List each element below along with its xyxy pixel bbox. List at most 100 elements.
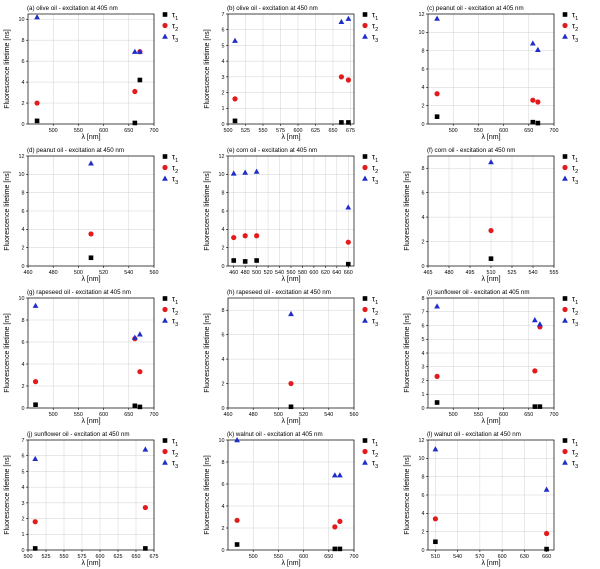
point-tau2: [332, 524, 338, 530]
point-tau3: [232, 37, 238, 43]
legend-label-tau1: τ1: [372, 437, 378, 448]
plot-frame: [427, 13, 555, 125]
point-tau2: [232, 96, 238, 102]
legend-marker-tau3: [162, 33, 168, 39]
x-tick-label: 550: [74, 412, 83, 418]
y-tick-label: 12: [19, 154, 25, 160]
point-tau1: [544, 546, 549, 552]
y-tick-label: 5: [422, 337, 425, 343]
legend-label-tau2: τ2: [572, 306, 578, 317]
y-tick-label: 2: [422, 530, 425, 536]
point-tau1: [32, 546, 38, 551]
point-tau1: [137, 404, 143, 410]
x-tick-label: 700: [550, 412, 559, 418]
point-tau3: [288, 310, 294, 317]
x-tick-label: 555: [550, 270, 559, 276]
point-tau1: [234, 542, 240, 547]
y-tick-label: 5: [222, 43, 225, 49]
x-tick-label: 500: [274, 412, 283, 418]
x-tick-label: 480: [49, 270, 58, 276]
y-tick-label: 7: [22, 438, 25, 444]
y-tick-label: 8: [422, 475, 425, 481]
x-tick-label: 540: [275, 270, 284, 276]
point-tau1: [231, 258, 237, 263]
legend-label-tau3: τ3: [172, 33, 178, 44]
x-tick-label: 520: [264, 270, 273, 276]
y-tick-label: 10: [19, 17, 25, 23]
point-tau2: [254, 233, 260, 239]
y-tick-label: 0: [422, 406, 425, 412]
y-tick-label: 2: [222, 526, 225, 532]
legend-label-tau3: τ3: [172, 459, 178, 470]
x-axis-label: λ [nm]: [81, 560, 100, 567]
y-tick-label: 0: [222, 264, 225, 270]
y-axis-label: Fluorescence lifetime [ns]: [404, 171, 411, 250]
point-tau1: [530, 119, 536, 125]
point-tau3: [253, 168, 260, 174]
y-tick-label: 7: [422, 310, 425, 316]
x-tick-label: 500: [224, 128, 233, 134]
legend-label-tau1: τ1: [572, 11, 578, 22]
y-tick-label: 0: [22, 548, 25, 554]
panel-title: (i) sunflower oil - excitation at 405 nm: [427, 289, 529, 296]
y-tick-label: 6: [222, 482, 225, 488]
x-tick-label: 520: [99, 270, 108, 276]
x-axis-label: λ [nm]: [281, 560, 300, 567]
legend-label-tau1: τ1: [172, 153, 178, 164]
point-tau2: [231, 234, 237, 241]
y-tick-label: 2: [222, 90, 225, 96]
y-tick-label: 4: [422, 85, 425, 91]
y-tick-label: 6: [22, 454, 25, 460]
x-tick-label: 540: [324, 412, 333, 418]
panel-title: (h) rapeseed oil - excitation at 450 nm: [227, 289, 331, 296]
x-tick-label: 540: [529, 270, 538, 276]
x-tick-label: 650: [124, 412, 133, 418]
x-tick-label: 650: [124, 128, 133, 134]
legend-label-tau3: τ3: [372, 175, 378, 186]
point-tau3: [543, 486, 550, 492]
x-tick-label: 650: [524, 412, 533, 418]
panel-f: 465 480 495 510 525 540 555 0 2 4 6 8 (f) corn oil -…: [404, 147, 578, 283]
point-tau2: [132, 88, 138, 95]
x-axis-label: λ [nm]: [481, 418, 500, 425]
x-tick-label: 550: [474, 128, 483, 134]
x-tick-label: 560: [350, 412, 359, 418]
y-tick-label: 6: [22, 209, 25, 215]
legend-label-tau1: τ1: [172, 437, 178, 448]
point-tau2: [535, 99, 541, 105]
x-tick-label: 575: [78, 554, 87, 560]
legend-label-tau1: τ1: [372, 153, 378, 164]
x-tick-label: 500: [449, 412, 458, 418]
point-tau3: [131, 48, 138, 54]
point-tau2: [543, 530, 550, 537]
y-axis-label: Fluorescence lifetime [ns]: [204, 171, 211, 250]
x-tick-label: 600: [99, 412, 108, 418]
point-tau1: [332, 546, 338, 552]
x-tick-label: 460: [229, 270, 238, 276]
y-tick-label: 2: [222, 381, 225, 387]
legend-marker-tau3: [562, 317, 568, 323]
point-tau3: [434, 303, 440, 309]
legend-marker-tau3: [162, 459, 168, 465]
y-tick-label: 10: [19, 296, 25, 302]
panel-title: (l) walnut oil - excitation at 450 nm: [427, 431, 521, 438]
point-tau2: [137, 369, 143, 375]
point-tau3: [434, 15, 440, 21]
y-tick-label: 4: [22, 362, 25, 368]
x-tick-label: 550: [474, 412, 483, 418]
x-axis-label: λ [nm]: [81, 134, 100, 141]
legend-marker-tau2: [562, 164, 568, 171]
y-tick-label: 0: [22, 264, 25, 270]
point-tau1: [132, 403, 138, 409]
x-tick-label: 495: [466, 270, 475, 276]
y-axis-label: Fluorescence lifetime [ns]: [4, 313, 11, 392]
point-tau3: [34, 14, 40, 20]
y-tick-label: 2: [22, 516, 25, 522]
x-tick-label: 600: [99, 128, 108, 134]
y-tick-label: 0: [422, 122, 425, 128]
point-tau3: [234, 437, 240, 443]
legend-marker-tau1: [362, 12, 368, 17]
panel-c: 500 550 600 650 700 0 2 4 6 8 10 12(c) peanut oil -…: [419, 5, 579, 141]
point-tau3: [32, 302, 39, 308]
